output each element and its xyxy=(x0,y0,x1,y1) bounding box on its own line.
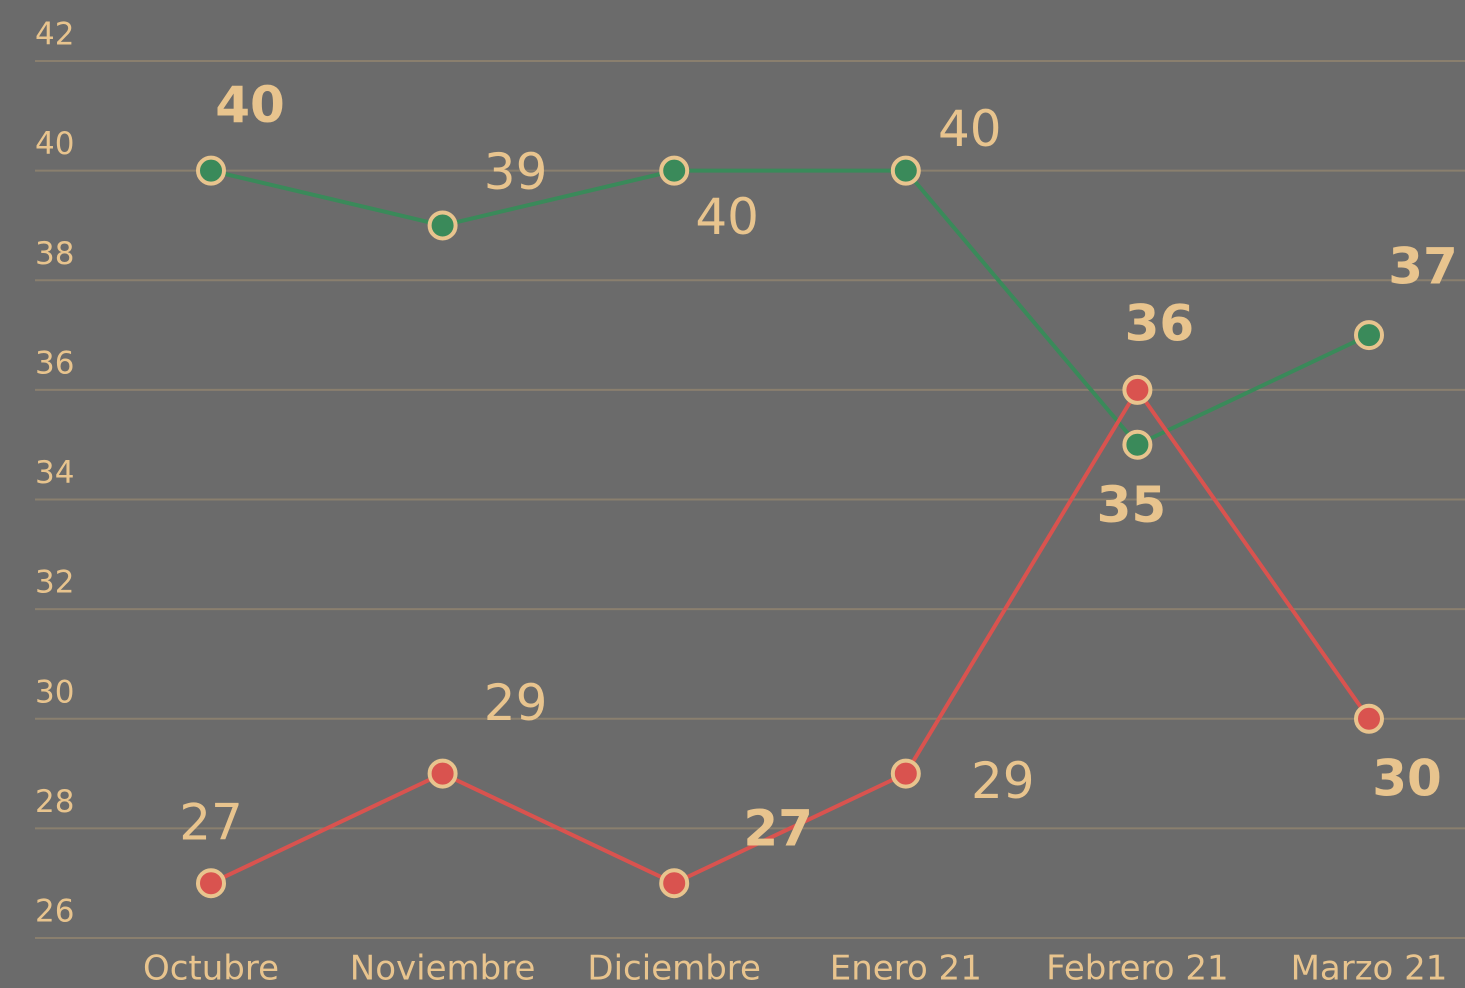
y-tick-label: 32 xyxy=(35,565,74,601)
y-tick-label: 36 xyxy=(35,345,74,381)
x-tick-label: Febrero 21 xyxy=(1046,949,1228,988)
y-tick-label: 28 xyxy=(35,784,74,820)
data-label: 35 xyxy=(1097,476,1167,534)
data-label: 27 xyxy=(743,800,813,858)
y-tick-label: 40 xyxy=(35,126,74,162)
point-marker xyxy=(1122,429,1153,460)
series-line xyxy=(210,168,1370,448)
data-label: 39 xyxy=(484,143,548,201)
point-marker xyxy=(659,868,690,899)
data-label: 37 xyxy=(1388,238,1458,296)
series-line xyxy=(210,386,1371,886)
point-marker xyxy=(1354,320,1384,351)
x-tick-label: Noviembre xyxy=(350,949,536,988)
data-label: 29 xyxy=(971,752,1035,810)
x-tick-label: Diciembre xyxy=(587,949,761,988)
data-label: 30 xyxy=(1372,749,1442,807)
point-marker xyxy=(1122,374,1153,405)
point-marker xyxy=(890,155,921,186)
y-tick-label: 34 xyxy=(35,455,74,491)
point-marker xyxy=(196,155,226,186)
data-label: 40 xyxy=(215,76,285,134)
y-tick-label: 42 xyxy=(35,17,74,53)
point-marker xyxy=(427,758,458,789)
y-tick-label: 38 xyxy=(35,236,74,272)
point-marker xyxy=(1354,703,1384,734)
point-marker xyxy=(427,210,458,241)
point-marker xyxy=(659,155,690,186)
x-tick-label: Octubre xyxy=(143,949,279,988)
point-marker xyxy=(890,758,921,789)
data-label: 40 xyxy=(695,188,759,246)
x-tick-label: Enero 21 xyxy=(830,949,982,988)
point-marker xyxy=(196,868,226,899)
x-tick-label: Marzo 21 xyxy=(1291,949,1448,988)
y-tick-label: 30 xyxy=(35,674,74,710)
data-label: 29 xyxy=(484,674,548,732)
y-tick-label: 26 xyxy=(35,894,74,930)
data-label: 27 xyxy=(179,794,243,852)
data-label: 36 xyxy=(1125,294,1195,352)
data-label: 40 xyxy=(938,100,1002,158)
